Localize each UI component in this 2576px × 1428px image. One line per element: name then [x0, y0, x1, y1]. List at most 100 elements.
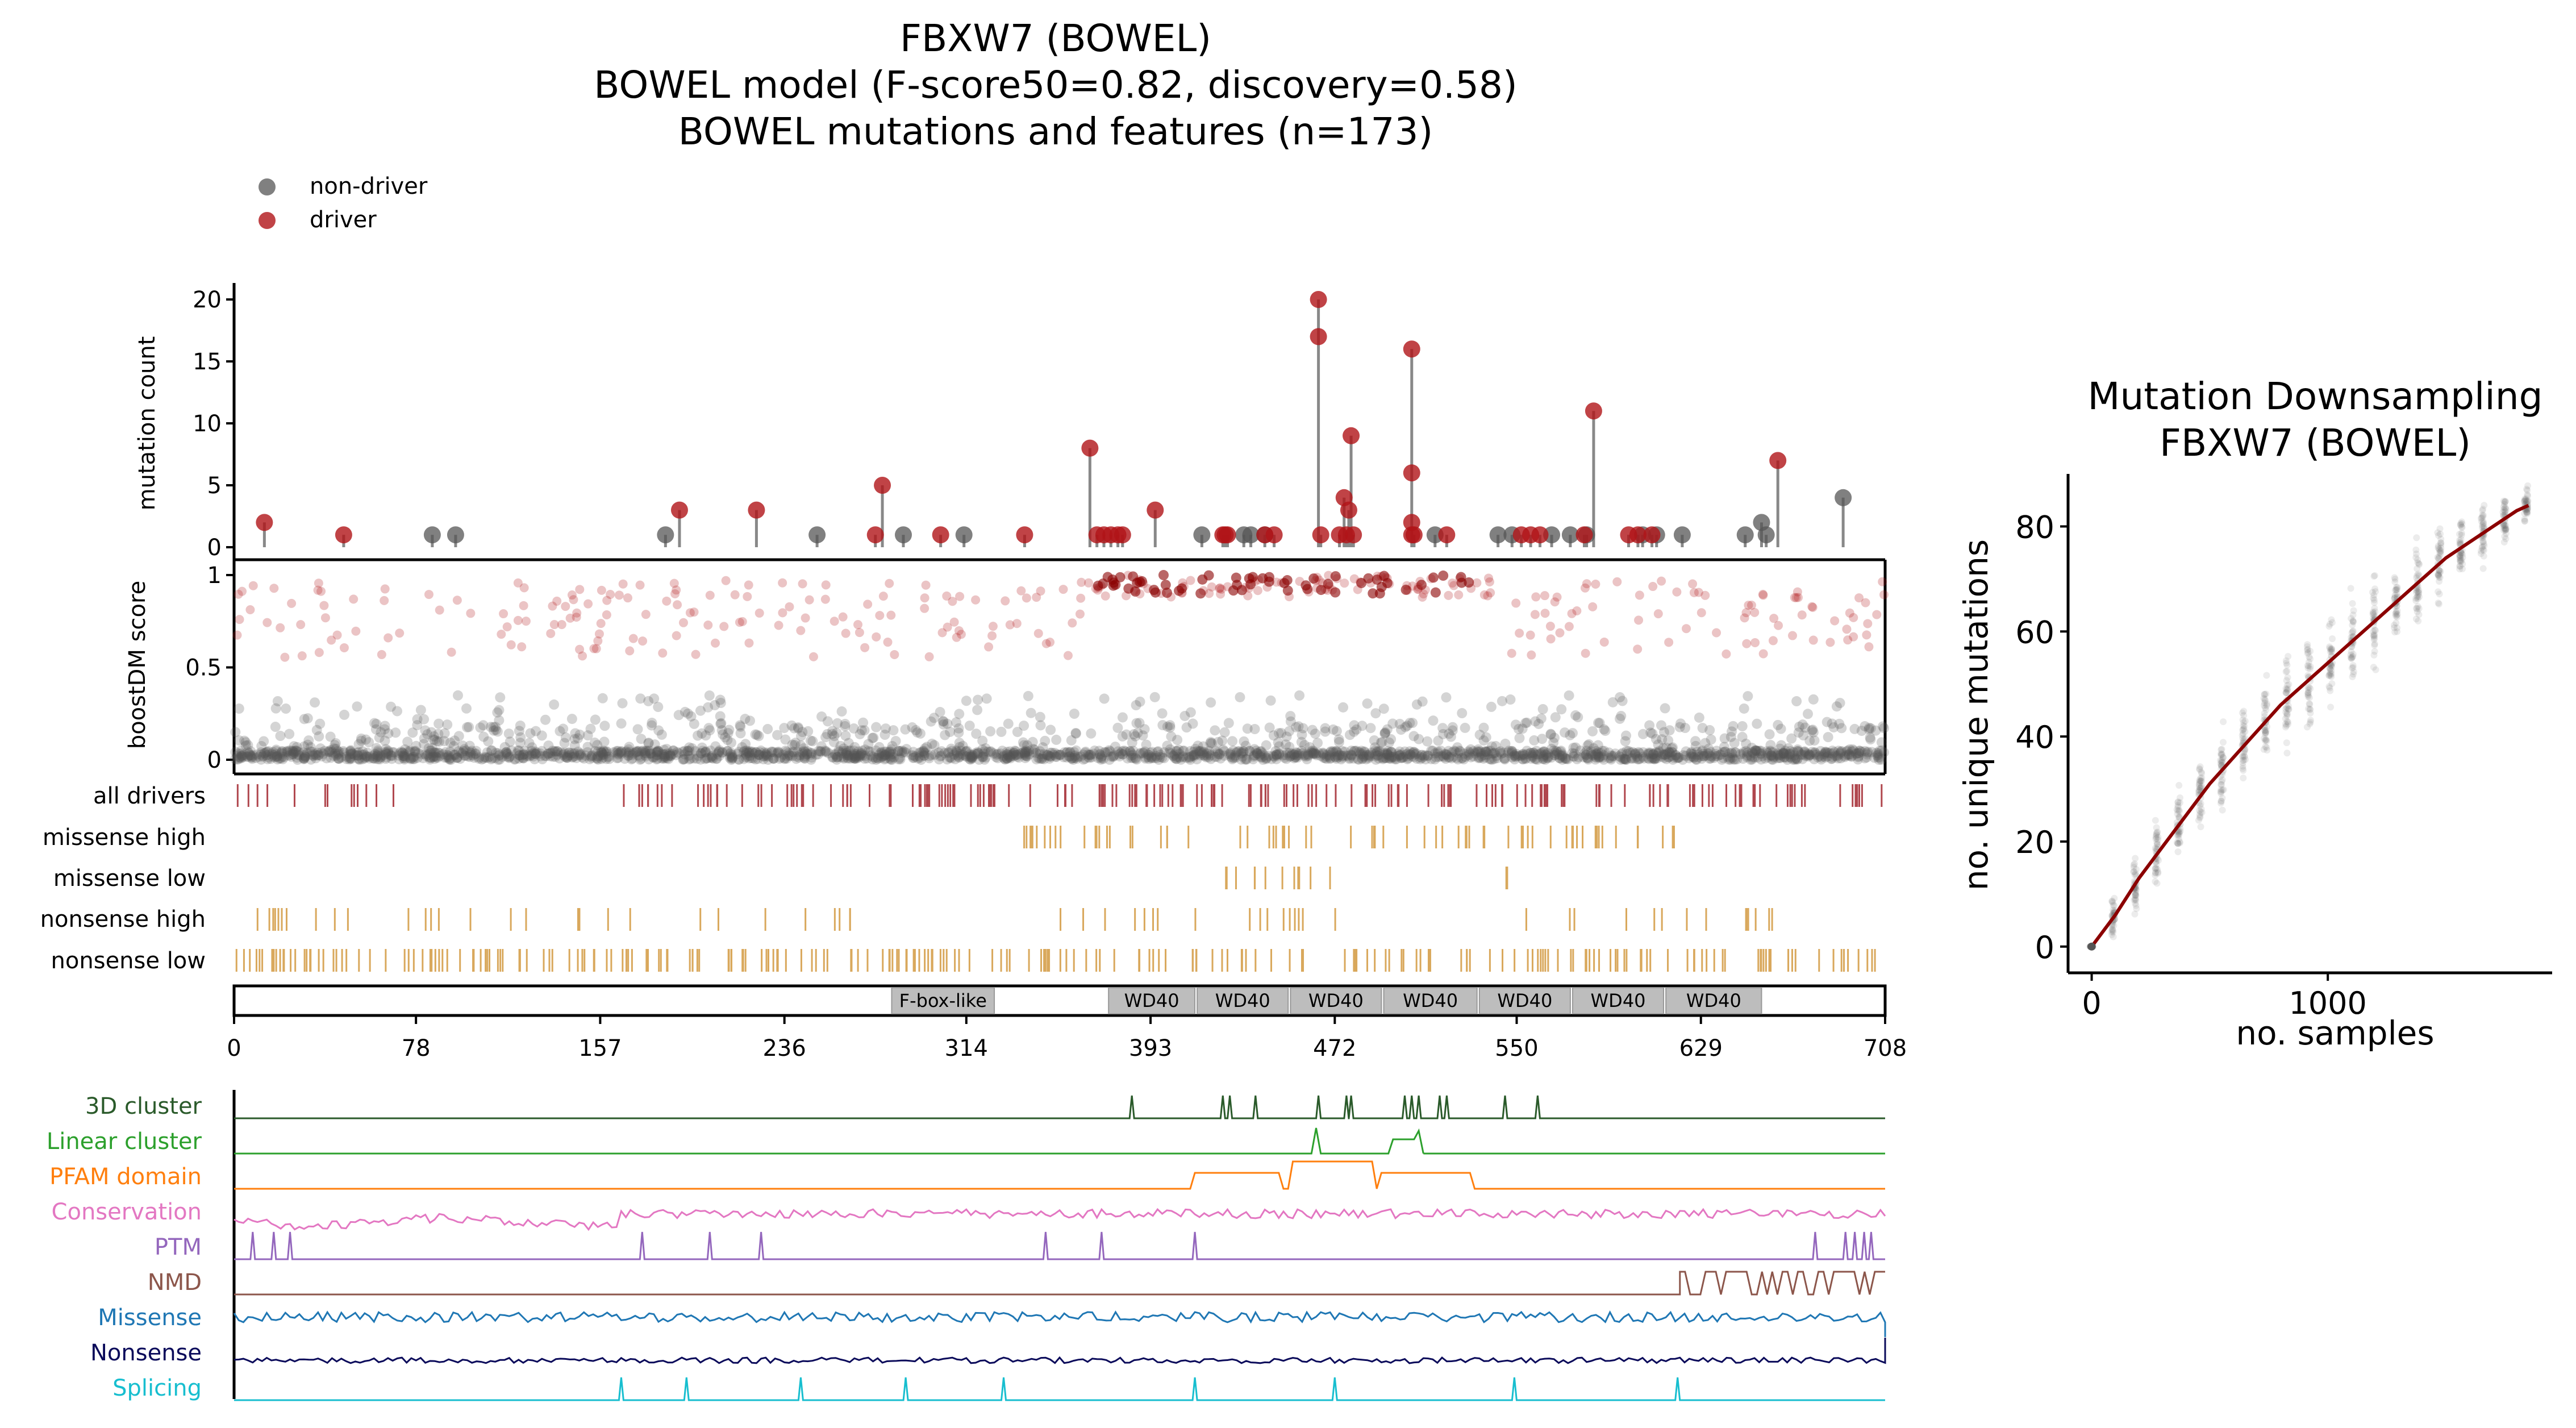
boostdm-point-non-driver	[695, 705, 706, 716]
boostdm-point-non-driver	[422, 729, 433, 740]
downsampling-point	[2327, 687, 2334, 694]
feature-line-nmd	[234, 1271, 1885, 1296]
boostdm-point-driver	[1511, 598, 1521, 608]
boostdm-point-non-driver	[383, 745, 394, 756]
lollipop-point-driver	[256, 514, 273, 531]
boostdm-point-non-driver	[1165, 720, 1176, 731]
boostdm-point-non-driver	[1841, 746, 1852, 757]
downsampling-point	[2415, 617, 2422, 625]
boostdm-point-non-driver	[1475, 752, 1486, 763]
boostdm-point-driver	[678, 618, 688, 627]
boostdm-point-non-driver	[726, 737, 736, 748]
downsampling-point	[2132, 870, 2139, 877]
boostdm-point-non-driver	[762, 723, 773, 734]
boostdm-point-driver	[320, 613, 330, 623]
boostdm-point-non-driver	[1041, 750, 1052, 760]
boostdm-point-non-driver	[1557, 752, 1568, 763]
boostdm-point-non-driver	[1261, 740, 1272, 751]
boostdm-point-non-driver	[1193, 740, 1203, 751]
boostdm-point-non-driver	[641, 746, 652, 756]
boostdm-point-non-driver	[445, 737, 456, 748]
boostdm-point-non-driver	[1338, 702, 1349, 713]
boostdm-point-driver	[1093, 580, 1103, 591]
legend-marker-driver	[259, 212, 276, 229]
boostdm-point-non-driver	[1664, 725, 1675, 736]
boostdm-point-non-driver	[850, 751, 861, 762]
boostdm-point-driver	[521, 617, 531, 626]
boostdm-point-non-driver	[316, 751, 327, 762]
downsampling-point	[2175, 830, 2183, 838]
boostdm-point-non-driver	[1024, 746, 1035, 756]
boostdm-point-non-driver	[1804, 750, 1815, 760]
boostdm-point-non-driver	[1627, 747, 1638, 757]
boostdm-point-non-driver	[1254, 751, 1265, 761]
downsampling-point	[2479, 511, 2486, 519]
boostdm-point-non-driver	[1285, 751, 1296, 761]
boostdm-point-non-driver	[1616, 749, 1627, 760]
barcode-panel: all drivers missense high missense low n…	[40, 772, 1885, 974]
downsampling-panel: Mutation Downsampling FBXW7 (BOWEL) no. …	[1957, 374, 2552, 1052]
boostdm-point-driver	[1428, 572, 1439, 583]
boostdm-point-non-driver	[772, 748, 783, 759]
position-xtick-label: 629	[1679, 1035, 1723, 1061]
boostdm-point-non-driver	[1165, 748, 1176, 759]
boostdm-point-driver	[778, 578, 787, 588]
boostdm-point-non-driver	[1147, 751, 1157, 762]
downsampling-point	[2174, 848, 2182, 856]
boostdm-point-non-driver	[680, 749, 690, 760]
boostdm-point-non-driver	[545, 751, 556, 761]
downsampling-point	[2283, 681, 2291, 689]
lollipop-point-driver	[866, 526, 884, 544]
boostdm-point-driver	[1248, 572, 1258, 582]
boostdm-point-non-driver	[1725, 754, 1736, 765]
boostdm-point-non-driver	[305, 746, 316, 757]
boostdm-point-non-driver	[1128, 746, 1139, 756]
boostdm-point-non-driver	[1564, 690, 1574, 701]
legend: non-driver driver	[259, 173, 428, 233]
boostdm-point-driver	[1515, 628, 1524, 638]
boostdm-point-non-driver	[711, 753, 722, 764]
boostdm-point-non-driver	[494, 715, 505, 726]
boostdm-point-non-driver	[707, 750, 718, 761]
boostdm-point-driver	[1101, 591, 1110, 601]
boostdm-point-non-driver	[1865, 723, 1876, 734]
feature-label-ptm: PTM	[155, 1234, 202, 1260]
boostdm-point-non-driver	[587, 750, 598, 761]
boostdm-point-non-driver	[1520, 718, 1531, 728]
boostdm-point-driver	[920, 593, 929, 603]
domains-panel: F-box-like WD40 WD40 WD40 WD40 WD40 WD40 WD40 0 7…	[227, 984, 1907, 1061]
boostdm-point-non-driver	[601, 753, 612, 764]
domain-label: WD40	[1591, 990, 1646, 1011]
boostdm-point-non-driver	[616, 718, 627, 729]
boostdm-point-driver	[1531, 592, 1541, 602]
boostdm-point-non-driver	[1187, 751, 1198, 761]
boostdm-point-non-driver	[787, 746, 798, 757]
legend-marker-non-driver	[259, 178, 276, 195]
boostdm-point-driver	[548, 601, 557, 611]
boostdm-point-non-driver	[482, 752, 493, 763]
downsampling-point	[2349, 599, 2356, 607]
boostdm-point-non-driver	[843, 753, 853, 764]
lollipop-point-non-driver	[808, 526, 826, 544]
track-label-missense-low: missense low	[53, 865, 206, 892]
boostdm-point-driver	[1068, 618, 1077, 628]
boostdm-point-driver	[1527, 650, 1536, 660]
boostdm-point-driver	[513, 615, 523, 625]
boostdm-point-non-driver	[1458, 754, 1469, 765]
boostdm-point-non-driver	[1486, 701, 1497, 712]
boostdm-point-non-driver	[1711, 746, 1722, 756]
boostdm-point-non-driver	[299, 752, 310, 763]
lollipop-point-non-driver	[423, 526, 441, 544]
boostdm-point-non-driver	[1149, 692, 1160, 702]
boostdm-point-non-driver	[1657, 734, 1668, 745]
boostdm-point-non-driver	[684, 742, 695, 753]
boostdm-point-driver	[435, 605, 444, 615]
boostdm-point-non-driver	[1511, 748, 1522, 759]
boostdm-point-non-driver	[1019, 748, 1030, 759]
boostdm-ytick-label: 0.5	[185, 655, 222, 681]
boostdm-point-non-driver	[1203, 752, 1214, 763]
boostdm-point-non-driver	[640, 751, 651, 762]
boostdm-point-non-driver	[686, 711, 697, 722]
boostdm-point-non-driver	[1522, 748, 1533, 759]
downsampling-ytick-label: 20	[2015, 825, 2054, 860]
